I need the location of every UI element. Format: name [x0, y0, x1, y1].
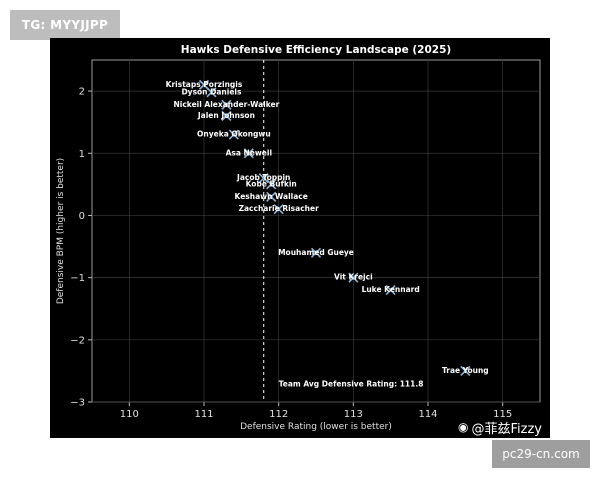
data-point	[348, 272, 359, 283]
data-point	[221, 110, 232, 122]
data-point	[243, 148, 254, 159]
x-tick-label: 111	[194, 409, 213, 420]
data-point	[258, 173, 269, 184]
y-tick-label: 0	[79, 211, 85, 222]
data-point	[460, 365, 471, 376]
y-tick-label: 2	[79, 87, 85, 98]
y-tick-label: −1	[70, 273, 85, 284]
chart-title: Hawks Defensive Efficiency Landscape (20…	[181, 44, 451, 56]
chart-panel: 110 111 112 113 114 115 −3 −2 −1 0 1 2 Team Avg Defe…	[50, 38, 550, 438]
x-tick-label: 113	[344, 409, 363, 420]
point-label: Jalen Johnson	[197, 111, 255, 120]
point-label: Luke Kennard	[362, 285, 420, 294]
data-point	[266, 179, 277, 190]
point-label: Jacob Toppin	[236, 173, 290, 182]
data-point	[228, 129, 239, 140]
x-tick-label: 112	[269, 409, 288, 420]
point-label: Onyeka Okongwu	[197, 130, 271, 139]
x-tick-label: 114	[418, 409, 437, 420]
point-label: Asa Newell	[226, 148, 272, 157]
watermark-site: pc29-cn.com	[492, 440, 590, 468]
data-point	[385, 285, 396, 296]
weibo-icon: ◉	[458, 420, 469, 434]
y-tick-label: −2	[70, 335, 85, 346]
x-tick-label: 110	[120, 409, 139, 420]
point-label: Dyson Daniels	[181, 87, 242, 96]
data-point	[221, 99, 232, 110]
data-point	[273, 204, 284, 215]
watermark-site-text: pc29-cn.com	[502, 447, 580, 461]
x-tick-label: 115	[493, 409, 512, 420]
watermark-tag-top: TG: MYYJJPP	[10, 10, 120, 40]
point-label: Vit Krejci	[334, 273, 373, 282]
point-label: Keshawn Wallace	[235, 192, 308, 201]
point-label: Kobe Bufkin	[246, 179, 297, 188]
watermark-tag-text: TG: MYYJJPP	[21, 18, 109, 32]
y-tick-label: −3	[70, 398, 85, 409]
point-label: Zaccharie Risacher	[239, 204, 320, 213]
scatter-chart: 110 111 112 113 114 115 −3 −2 −1 0 1 2 Team Avg Defe…	[56, 44, 541, 432]
point-label: Nickeil Alexander-Walker	[174, 100, 280, 109]
x-axis-label: Defensive Rating (lower is better)	[240, 422, 392, 432]
data-point	[310, 247, 322, 258]
y-axis-label: Defensive BPM (higher is better)	[56, 158, 66, 304]
plot-area	[91, 59, 541, 403]
point-label: Trae Young	[442, 366, 489, 375]
point-label: Mouhamed Gueye	[278, 248, 354, 257]
weibo-handle: @菲兹Fizzy	[471, 421, 542, 437]
weibo-watermark: ◉ @菲兹Fizzy	[458, 418, 542, 437]
data-point	[206, 87, 217, 98]
point-label: Kristaps Porzingis	[166, 80, 243, 89]
y-tick-label: 1	[79, 149, 85, 160]
team-average-label: Team Avg Defensive Rating: 111.8	[279, 379, 424, 388]
data-point	[266, 191, 277, 202]
